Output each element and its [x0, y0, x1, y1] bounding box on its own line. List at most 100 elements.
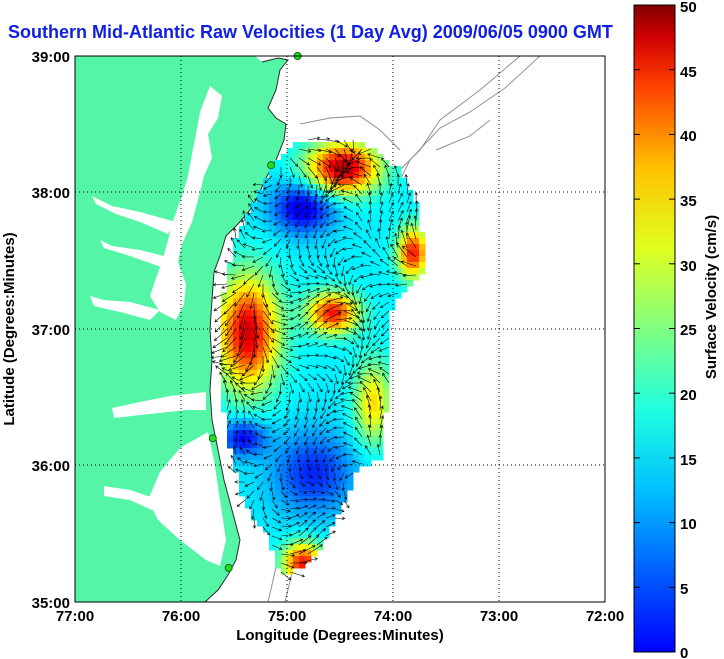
velocity-arrow	[289, 364, 300, 372]
velocity-cell	[401, 286, 408, 293]
velocity-cell	[275, 232, 282, 239]
velocity-arrow	[280, 553, 296, 557]
velocity-cell	[317, 388, 324, 395]
velocity-arrow	[352, 310, 362, 323]
velocity-arrow	[280, 373, 286, 386]
velocity-arrow	[343, 355, 350, 366]
velocity-arrow	[334, 373, 339, 385]
velocity-cell	[233, 286, 240, 293]
velocity-arrow	[334, 265, 339, 277]
velocity-arrow	[343, 328, 357, 335]
velocity-cell	[317, 154, 324, 161]
velocity-cell	[245, 274, 252, 281]
velocity-cell	[257, 514, 264, 521]
velocity-arrow	[363, 240, 372, 249]
velocity-cell	[275, 496, 282, 503]
velocity-cell	[353, 328, 360, 335]
velocity-cell	[311, 226, 318, 233]
velocity-cell	[353, 280, 360, 287]
velocity-cell	[407, 268, 414, 275]
velocity-cell	[371, 418, 378, 425]
velocity-cell	[305, 298, 312, 305]
velocity-arrow	[385, 236, 390, 249]
velocity-cell	[299, 322, 306, 329]
velocity-cell	[347, 178, 354, 185]
velocity-arrow	[271, 499, 278, 509]
velocity-arrow	[262, 193, 273, 198]
velocity-cell	[335, 274, 342, 281]
velocity-cell	[335, 316, 342, 323]
velocity-cell	[293, 196, 300, 203]
velocity-cell	[299, 562, 306, 569]
lat-tick: 39:00	[32, 49, 70, 66]
velocity-cell	[383, 202, 390, 209]
velocity-cell	[323, 472, 330, 479]
velocity-arrow	[321, 400, 327, 412]
velocity-cell	[365, 208, 372, 215]
velocity-arrow	[361, 328, 366, 341]
velocity-arrow	[307, 497, 317, 501]
velocity-cell	[365, 226, 372, 233]
velocity-cell	[317, 502, 324, 509]
velocity-cell	[395, 202, 402, 209]
velocity-cell	[287, 322, 294, 329]
velocity-cell	[293, 238, 300, 245]
velocity-cell	[239, 382, 246, 389]
velocity-cell	[293, 496, 300, 503]
velocity-arrow	[352, 364, 363, 374]
velocity-arrow	[366, 434, 372, 447]
velocity-cell	[281, 490, 288, 497]
velocity-arrow	[365, 229, 372, 240]
velocity-cell	[269, 370, 276, 377]
velocity-cell	[275, 412, 282, 419]
velocity-cell	[275, 388, 282, 395]
velocity-cell	[341, 166, 348, 173]
velocity-cell	[305, 274, 312, 281]
velocity-cell	[347, 448, 354, 455]
velocity-cell	[389, 232, 396, 239]
velocity-cell	[263, 346, 270, 353]
velocity-arrow	[361, 319, 366, 333]
velocity-cell	[245, 328, 252, 335]
velocity-arrow	[271, 526, 283, 532]
velocity-cell	[359, 166, 366, 173]
velocity-cell	[233, 352, 240, 359]
velocity-cell	[317, 322, 324, 329]
velocity-cell	[347, 364, 354, 371]
velocity-arrow	[324, 463, 328, 473]
velocity-cell	[383, 358, 390, 365]
velocity-cell	[383, 352, 390, 359]
velocity-cell	[383, 406, 390, 413]
velocity-cell	[395, 196, 402, 203]
velocity-cell	[305, 328, 312, 335]
velocity-cell	[245, 472, 252, 479]
velocity-arrow	[390, 243, 399, 258]
velocity-cell	[329, 310, 336, 317]
velocity-arrow	[220, 346, 237, 358]
velocity-cell	[221, 316, 228, 323]
velocity-cell	[269, 388, 276, 395]
velocity-cell	[245, 388, 252, 395]
velocity-cell	[371, 166, 378, 173]
velocity-arrow	[245, 449, 255, 456]
velocity-cell	[293, 520, 300, 527]
velocity-arrow	[394, 283, 408, 287]
velocity-cell	[251, 400, 258, 407]
velocity-cell	[263, 196, 270, 203]
velocity-arrow	[377, 361, 390, 366]
velocity-cell	[257, 322, 264, 329]
velocity-cell	[323, 412, 330, 419]
velocity-cell	[347, 394, 354, 401]
velocity-arrow	[334, 499, 344, 505]
velocity-cell	[293, 394, 300, 401]
velocity-cell	[305, 442, 312, 449]
velocity-cell	[251, 202, 258, 209]
velocity-cell	[287, 340, 294, 347]
velocity-cell	[275, 214, 282, 221]
velocity-cell	[221, 370, 228, 377]
velocity-cell	[365, 172, 372, 179]
velocity-cell	[371, 412, 378, 419]
velocity-cell	[281, 370, 288, 377]
velocity-arrow	[257, 481, 264, 491]
velocity-arrow	[277, 463, 282, 473]
